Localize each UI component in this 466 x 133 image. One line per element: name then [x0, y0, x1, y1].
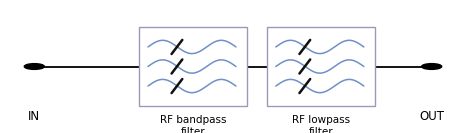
- Circle shape: [24, 64, 44, 69]
- Text: IN: IN: [28, 110, 41, 122]
- Text: RF bandpass
filter: RF bandpass filter: [160, 115, 226, 133]
- Bar: [139, 27, 247, 106]
- Circle shape: [422, 64, 442, 69]
- Bar: [267, 27, 375, 106]
- Text: OUT: OUT: [419, 110, 444, 122]
- Text: RF lowpass
filter: RF lowpass filter: [292, 115, 350, 133]
